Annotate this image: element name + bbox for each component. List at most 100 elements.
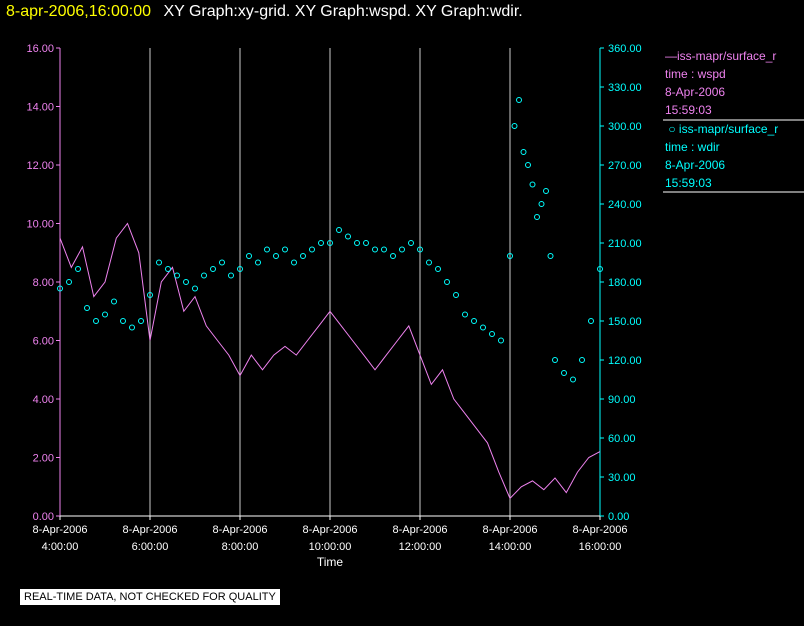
legend-wspd-time: 15:59:03 [665,103,712,117]
left-y-tick-label: 8.00 [33,277,54,289]
series-wdir-point [93,318,99,324]
graph-datetime: 8-apr-2006,16:00:00 [6,3,151,20]
series-wdir-point [102,311,108,318]
x-tick-date-label: 8-Apr-2006 [482,524,537,536]
series-wdir-point [511,123,518,129]
series-wdir-point [111,298,117,305]
series-wdir-point [237,266,243,272]
series-wdir-point [300,253,306,259]
series-wdir-point [192,285,198,292]
graph-title: XY Graph:xy-grid. XY Graph:wspd. XY Grap… [163,3,523,20]
right-y-tick-label: 180.00 [608,277,642,289]
series-wdir-point [552,357,558,363]
legend-wdir-time: 15:59:03 [665,176,712,190]
x-tick-date-label: 8-Apr-2006 [122,524,177,536]
series-wdir-point [516,97,522,103]
x-tick-time-label: 10:00:00 [309,541,352,553]
left-y-tick-label: 2.00 [33,453,54,465]
series-wdir-point [318,240,324,246]
series-wdir-point [66,279,72,285]
left-y-tick-label: 10.00 [26,219,54,231]
legend-entry-wspd: —iss-mapr/surface_r time : wspd 8-Apr-20… [665,47,776,119]
series-wdir-point [246,253,252,259]
x-axis-label: Time [317,555,344,569]
series-wdir-point [165,266,171,272]
legend-circle-icon: ○ [665,122,679,136]
series-wspd-line [59,222,601,500]
series-wdir-point [57,285,63,292]
series-wdir-point [534,214,540,220]
left-y-tick-label: 0.00 [33,511,54,523]
series-wdir-point [327,240,333,246]
series-wdir-point [453,292,459,298]
legend-wdir-date: 8-Apr-2006 [665,158,726,172]
left-y-tick-label: 4.00 [33,394,54,406]
x-tick-date-label: 8-Apr-2006 [302,524,357,536]
left-y-tick-label: 12.00 [26,160,54,172]
right-y-tick-label: 120.00 [608,355,642,367]
series-wdir-point [547,253,554,259]
x-tick-date-label: 8-Apr-2006 [32,524,87,536]
right-y-tick-label: 150.00 [608,316,642,328]
series-wdir-point [417,246,423,253]
right-y-tick-label: 360.00 [608,43,642,55]
legend-wspd-vars: time : wspd [665,67,726,81]
x-tick-date-label: 8-Apr-2006 [572,524,627,536]
series-wdir-point [309,246,315,253]
series-wdir-point [345,233,351,240]
series-wdir-point [480,324,486,331]
x-tick-time-label: 8:00:00 [222,541,259,553]
series-wdir-point [538,201,545,207]
right-y-tick-label: 0.00 [608,511,629,523]
series-wdir-point [498,337,504,344]
x-tick-date-label: 8-Apr-2006 [392,524,447,536]
series-wdir-point [363,240,369,246]
series-wdir-point [219,259,225,266]
left-y-tick-label: 16.00 [26,43,54,55]
series-wdir-point [75,266,81,272]
right-y-tick-label: 90.00 [608,394,636,406]
left-y-tick-label: 14.00 [26,102,54,114]
series-wdir-point [462,311,468,318]
series-wdir-point [336,227,342,233]
series-wdir-point [390,253,396,259]
series-wdir-point [588,318,594,324]
series-wdir-point [529,181,536,188]
right-y-tick-label: 300.00 [608,121,642,133]
left-y-tick-label: 6.00 [33,336,54,348]
legend-wspd-date: 8-Apr-2006 [665,85,726,99]
x-tick-time-label: 4:00:00 [42,541,79,553]
quality-disclaimer: REAL-TIME DATA, NOT CHECKED FOR QUALITY [20,589,280,605]
right-y-tick-label: 270.00 [608,160,642,172]
series-wdir-point [543,188,549,194]
series-wdir-point [408,240,414,246]
right-y-tick-label: 210.00 [608,238,642,250]
series-wdir-point [183,279,189,285]
series-wdir-point [561,370,567,376]
series-wdir-point [273,253,279,259]
legend-wdir-name: iss-mapr/surface_r [678,122,779,136]
series-wdir-point [174,272,180,279]
right-y-tick-label: 30.00 [608,472,636,484]
x-tick-time-label: 6:00:00 [132,541,169,553]
legend-wdir-vars: time : wdir [665,140,720,154]
series-wdir-point [372,246,378,253]
series-wdir-point [282,246,288,253]
series-wdir-point [228,272,234,279]
right-y-tick-label: 60.00 [608,433,636,445]
legend-entry-wdir: ○ iss-mapr/surface_r time : wdir 8-Apr-2… [665,120,778,192]
series-wdir-point [520,149,527,155]
series-wdir-point [84,305,90,311]
x-tick-date-label: 8-Apr-2006 [212,524,267,536]
series-wdir-point [570,376,576,383]
x-tick-time-label: 16:00:00 [579,541,622,553]
series-wdir-point [354,240,360,246]
graph-header: 8-apr-2006,16:00:00 XY Graph:xy-grid. XY… [6,3,523,21]
series-wdir-point [381,246,387,253]
series-wdir-point [210,266,216,272]
series-wdir-point [264,246,270,253]
series-wdir-point [489,331,495,337]
right-y-tick-label: 330.00 [608,82,642,94]
series-wdir-point [426,259,432,266]
